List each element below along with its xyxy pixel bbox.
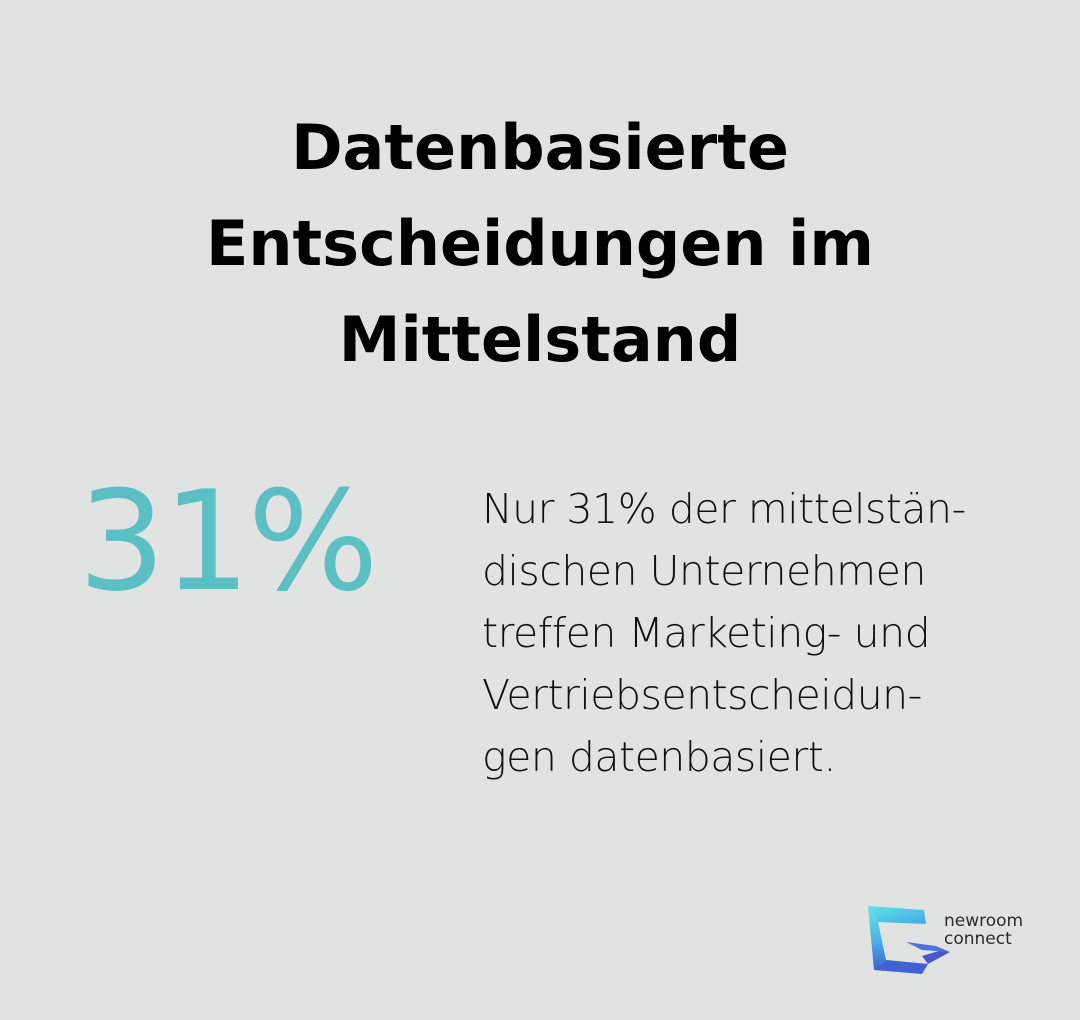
description-line-2: dischen Unternehmen — [482, 547, 926, 595]
brand-logo: newroom connect — [866, 904, 1046, 984]
description-line-1: Nur 31% der mittelstän- — [482, 485, 966, 533]
description-line-3: treffen Marketing- und — [482, 609, 931, 657]
description-line-4: Vertriebsentscheidun- — [482, 671, 922, 719]
stat-description: Nur 31% der mittelstän- dischen Unterneh… — [482, 478, 1042, 788]
page-title: Datenbasierte Entscheidungen im Mittelst… — [90, 100, 990, 388]
title-line-2: Entscheidungen im — [206, 207, 874, 280]
brand-name-line-1: newroom — [944, 911, 1024, 931]
brand-name: newroom connect — [944, 912, 1023, 948]
title-line-3: Mittelstand — [338, 303, 742, 376]
description-line-5: gen datenbasiert. — [482, 733, 836, 781]
title-line-1: Datenbasierte — [291, 111, 789, 184]
newroom-connect-logo-icon — [868, 906, 950, 974]
brand-name-line-2: connect — [944, 929, 1012, 949]
stat-value: 31% — [78, 461, 379, 622]
